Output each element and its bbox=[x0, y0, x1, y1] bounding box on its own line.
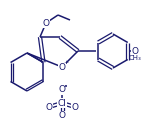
Text: O: O bbox=[72, 102, 79, 112]
Text: O: O bbox=[43, 19, 49, 28]
Text: Cl: Cl bbox=[58, 99, 66, 107]
Text: •: • bbox=[64, 84, 68, 90]
Text: O: O bbox=[59, 62, 65, 72]
Text: +: + bbox=[63, 60, 69, 66]
Text: O: O bbox=[45, 102, 52, 112]
Text: O: O bbox=[59, 112, 65, 121]
Text: CH₃: CH₃ bbox=[129, 55, 141, 61]
Text: O: O bbox=[59, 85, 65, 94]
Text: O: O bbox=[132, 46, 139, 55]
